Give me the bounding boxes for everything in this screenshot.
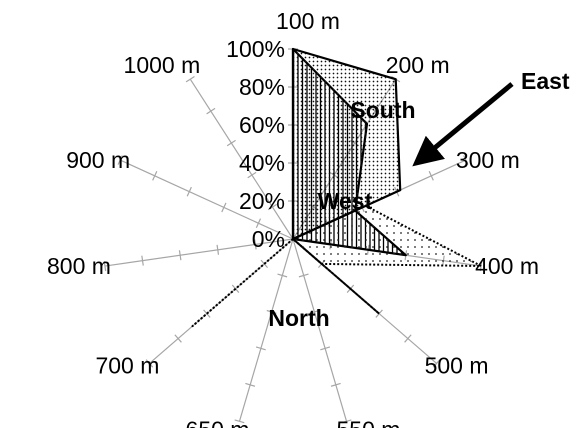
spoke-tick [234,419,245,424]
radial-tick-label: 40% [239,150,285,176]
spoke-tick [226,139,236,147]
spoke-tick [479,261,483,272]
category-label-800-m: 800 m [47,253,111,279]
spoke-550-m [292,238,348,422]
spoke-tick [178,250,182,261]
spoke-tick [309,309,320,314]
series-layer [191,47,483,328]
spoke-tick [247,171,257,179]
radial-tick-labels: 0% 20% 40% 60% 80% 100% [226,36,285,252]
annotation-label-east: East [521,68,570,94]
radial-tick-label: 60% [239,112,285,138]
spoke-tick [185,75,195,83]
spoke-700-m [149,238,294,364]
category-label-100-m: 100 m [276,8,340,34]
spoke-tick [330,382,341,387]
spoke-900-m [119,159,294,240]
spoke-tick [254,239,257,250]
spoke-650-m [238,238,294,422]
spoke-tick [404,334,412,343]
category-label-200-m: 200 m [386,52,450,78]
spoke-tick [320,346,331,351]
annotation-arrow [412,82,514,167]
radial-tick-label: 0% [252,226,285,252]
spoke-tick [206,107,216,115]
category-label-650-m: 650 m [186,416,250,428]
annotations: South West North East [268,68,570,331]
category-label-1000-m: 1000 m [124,52,201,78]
spoke-tick [145,359,154,368]
series-unlabeled-4 [292,204,483,267]
spoke-tick [428,171,434,181]
spoke-tick [174,334,182,343]
spoke-tick [432,359,441,368]
spoke-tick [221,202,227,213]
category-label-700-m: 700 m [95,352,159,378]
series-south [291,47,402,241]
spoke-tick [152,171,158,181]
radial-tick-label: 80% [239,74,285,100]
spoke-tick [277,273,288,278]
spoke-tick [103,261,107,272]
spoke-tick [186,186,192,197]
spoke-tick [267,203,277,211]
spoke-800-m [104,238,294,267]
radial-tick-label: 20% [239,188,285,214]
spoke-tick [245,382,256,387]
category-label-500-m: 500 m [425,352,489,378]
spoke-tick [141,255,144,266]
spoke-tick [216,244,220,255]
category-label-400-m: 400 m [475,253,539,279]
spoke-tick [463,155,469,165]
spoke-tick [266,309,277,314]
spoke-1000-m [189,78,294,240]
radial-tick-label: 100% [226,36,285,62]
spoke-tick [255,346,266,351]
spoke-tick [298,273,309,278]
series-label-south: South [350,97,415,123]
spoke-tick [341,419,352,424]
category-labels: 100 m 200 m 300 m 400 m 500 m 550 m 650 m 700 m… [47,8,539,428]
series-label-west: West [318,188,373,214]
spoke-tick [117,155,123,165]
category-label-300-m: 300 m [456,147,520,173]
category-label-550-m: 550 m [337,416,401,428]
category-label-900-m: 900 m [66,147,130,173]
spoke-tick [255,218,262,229]
series-label-north: North [268,305,329,331]
